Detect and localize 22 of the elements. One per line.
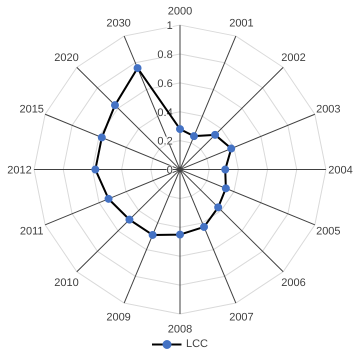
y-tick-label: 1 xyxy=(166,20,173,32)
y-tick-label: 0.6 xyxy=(157,78,173,90)
spoke-label: 2020 xyxy=(54,52,79,64)
spoke-label: 2008 xyxy=(168,323,192,336)
legend-label: LCC xyxy=(186,338,208,350)
spoke-label: 2001 xyxy=(229,18,254,30)
spoke-label: 2010 xyxy=(54,276,79,289)
spoke-label: 2004 xyxy=(328,164,353,177)
y-tick-label: 0.8 xyxy=(157,48,173,61)
spoke-label: 2003 xyxy=(316,104,341,116)
spoke-label: 2015 xyxy=(19,104,44,116)
spoke-label: 2012 xyxy=(7,164,32,177)
spoke-label: 2006 xyxy=(281,276,306,289)
y-tick-label: 0.2 xyxy=(157,136,173,148)
spoke-label: 2009 xyxy=(106,311,131,324)
spoke-label: 2005 xyxy=(316,225,341,238)
spoke-label: 2002 xyxy=(281,52,306,64)
spoke-label: 2011 xyxy=(20,225,44,238)
spoke-label: 2000 xyxy=(168,6,192,18)
spoke-label: 2030 xyxy=(106,18,131,30)
y-tick-label: 0 xyxy=(166,164,173,177)
spoke-label: 2007 xyxy=(229,311,254,324)
